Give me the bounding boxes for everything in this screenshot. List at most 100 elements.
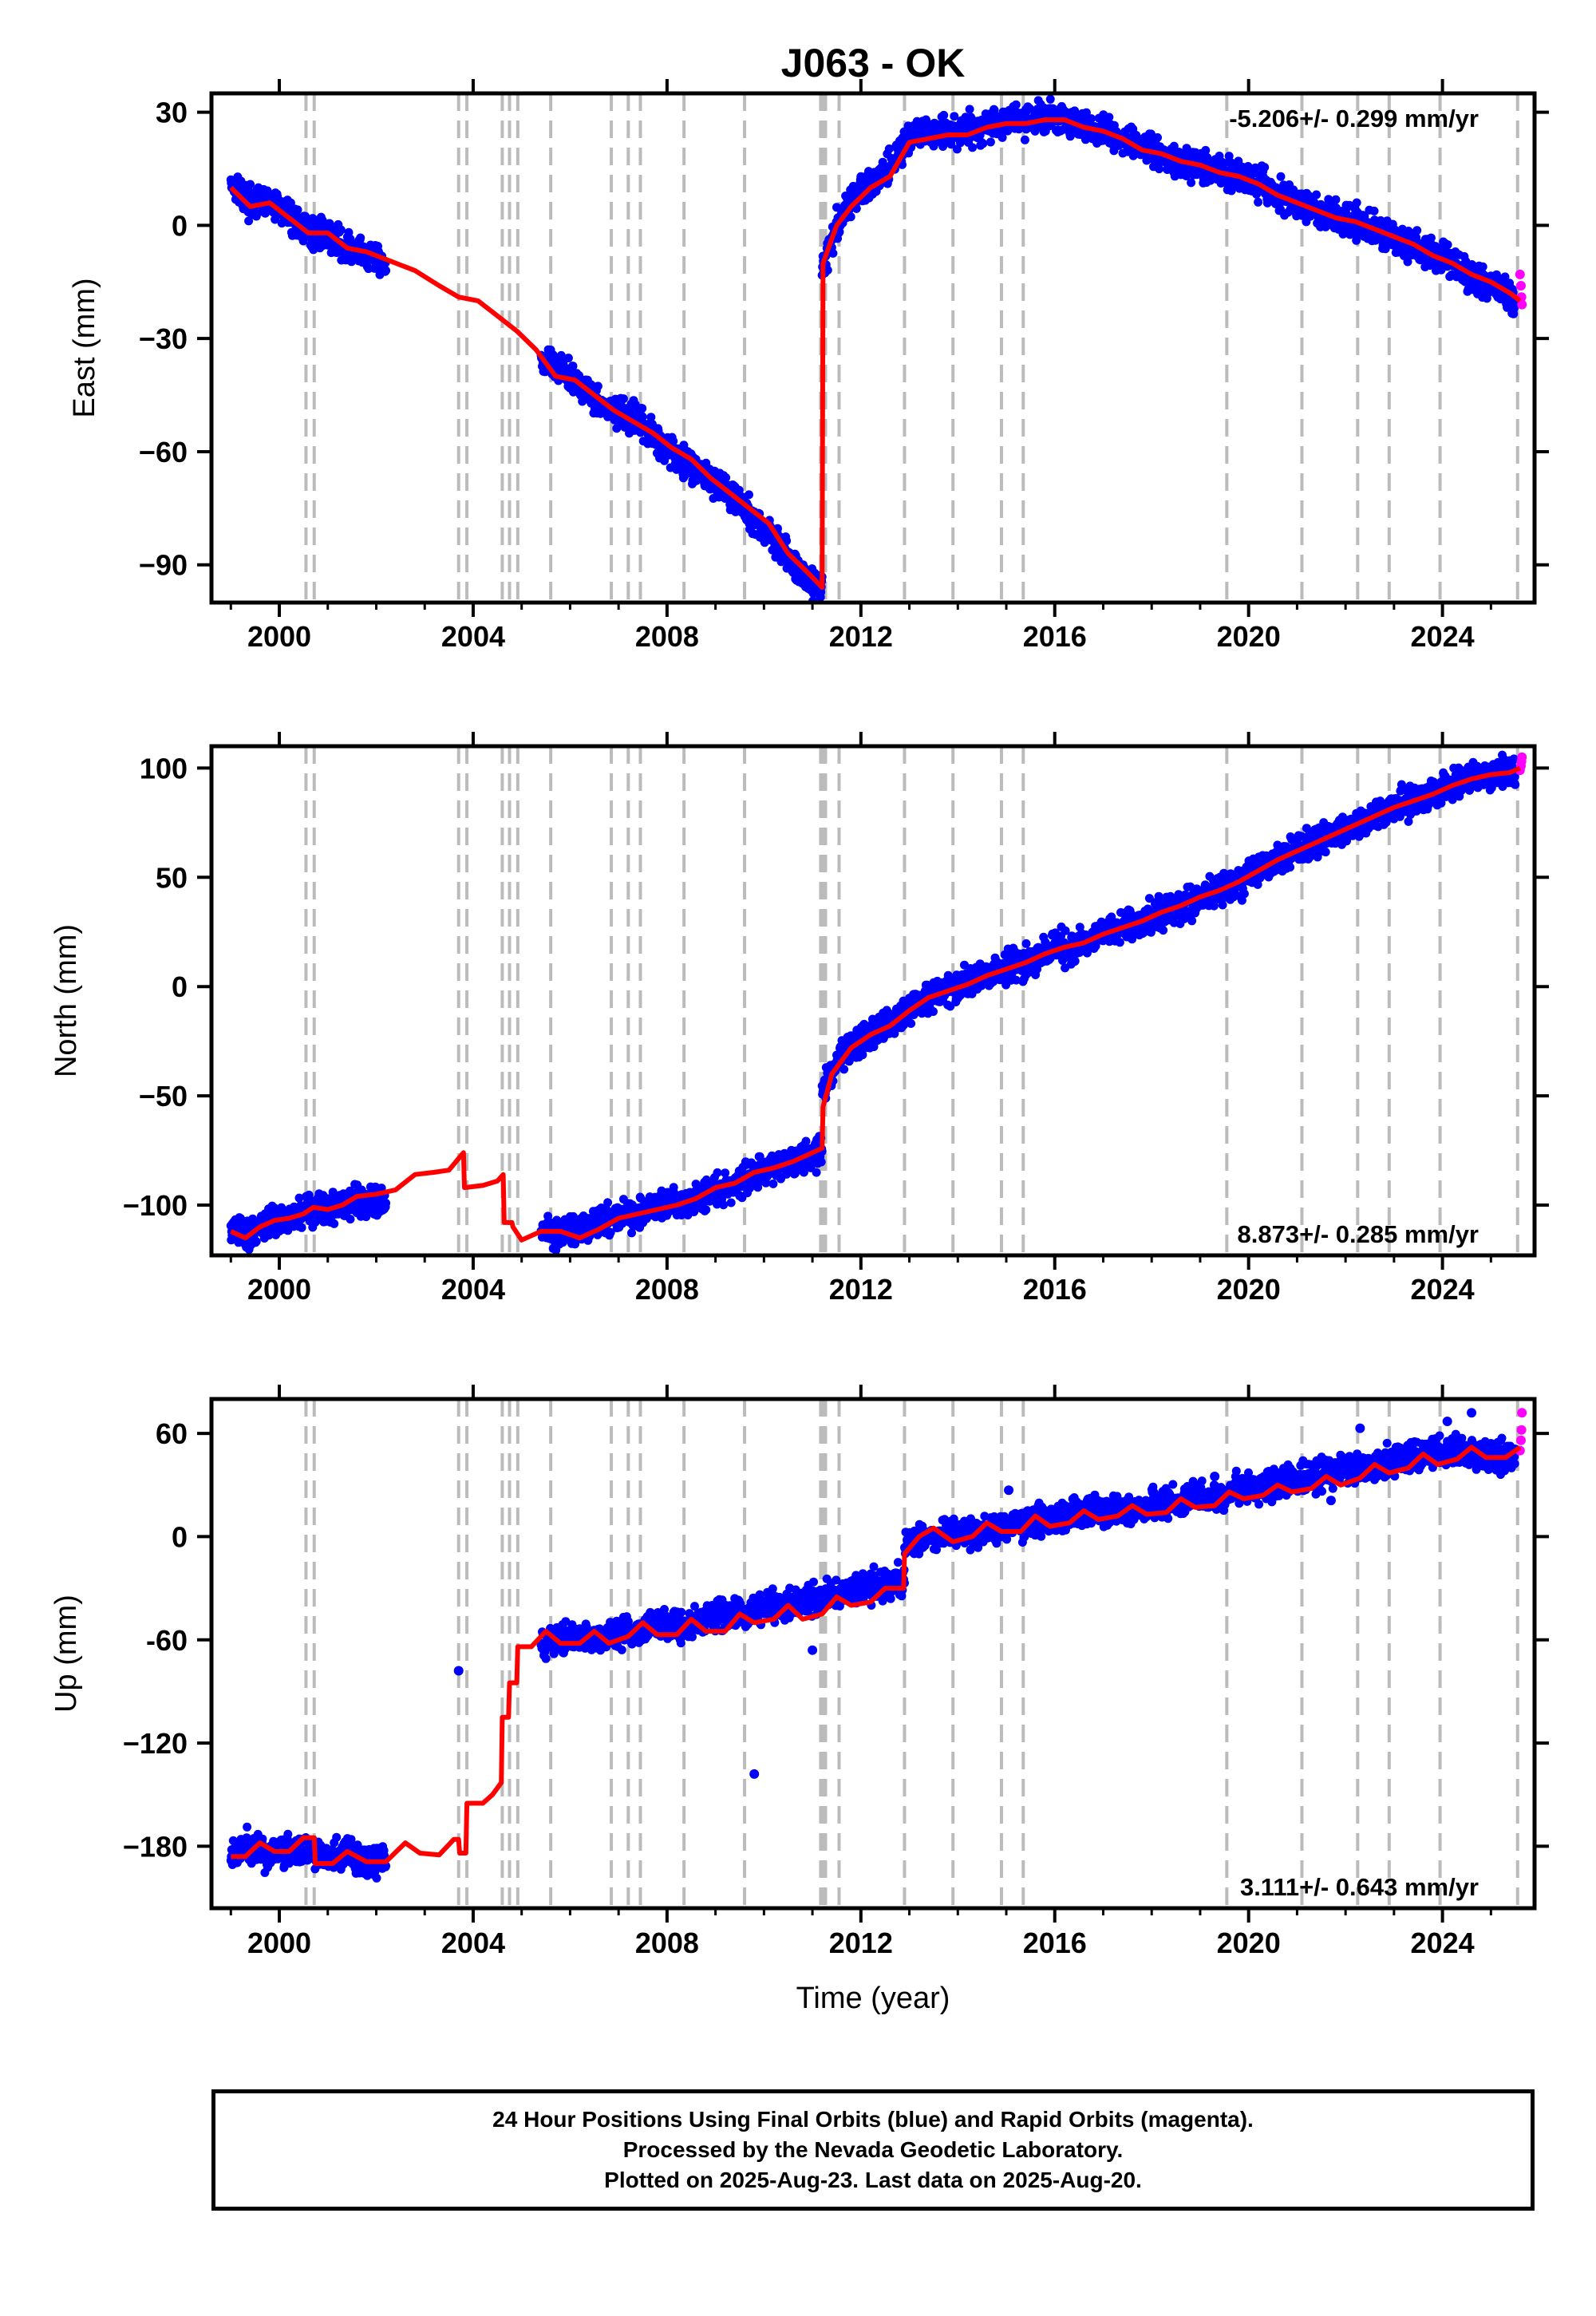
north-final-point	[627, 1228, 636, 1238]
east-final-point	[745, 490, 753, 500]
east-final-point	[1426, 233, 1436, 243]
east-final-point	[563, 354, 573, 363]
east-final-point	[1020, 135, 1029, 144]
east-final-point	[828, 248, 838, 258]
north-final-point	[753, 1183, 763, 1192]
east-final-point	[998, 132, 1007, 142]
east-y-axis-label: East (mm)	[68, 278, 101, 417]
east-final-point	[968, 143, 978, 152]
north-final-point	[328, 1188, 338, 1197]
east-rate-label: -5.206+/- 0.299 mm/yr	[1229, 105, 1479, 132]
east-rapid-orbit-point	[1517, 299, 1527, 310]
east-final-point	[721, 473, 731, 482]
north-final-point	[543, 1211, 553, 1221]
east-final-point	[1153, 132, 1162, 142]
east-final-point	[950, 112, 959, 121]
north-final-point	[839, 1065, 849, 1074]
north-final-point	[755, 1152, 764, 1161]
north-final-point	[1144, 894, 1154, 903]
north-final-point	[721, 1168, 730, 1178]
north-final-point	[713, 1168, 722, 1177]
east-final-point	[846, 212, 855, 222]
east-xtick-label: 2012	[829, 620, 893, 653]
north-final-point	[1146, 927, 1156, 937]
east-final-point	[1443, 240, 1452, 250]
north-final-point	[304, 1190, 314, 1199]
north-final-point	[1187, 916, 1197, 926]
east-rapid-orbit-point	[1515, 269, 1525, 279]
east-final-point	[669, 437, 678, 446]
east-final-point	[1403, 257, 1412, 267]
north-final-point	[346, 1215, 355, 1224]
east-xtick-label: 2024	[1411, 620, 1475, 653]
east-final-point	[782, 536, 792, 546]
east-final-point	[381, 266, 391, 275]
north-final-point	[907, 1019, 916, 1028]
east-final-point	[638, 404, 647, 413]
north-final-point	[606, 1227, 615, 1237]
east-final-point	[1312, 190, 1321, 200]
east-frame	[209, 91, 1537, 605]
east-final-point	[1352, 235, 1361, 245]
north-plot-area	[226, 746, 1527, 1255]
north-final-point	[571, 1239, 580, 1249]
panel-east: 2000 2004 2008 2012 2016 2020 2024300−30−60−90…	[68, 79, 1549, 653]
east-ytick-label: 0	[172, 209, 188, 242]
north-final-point	[1021, 939, 1031, 948]
east-final-point	[1254, 197, 1263, 207]
east-final-point	[1352, 198, 1361, 207]
east-final-point	[1500, 272, 1510, 282]
east-final-point	[638, 412, 647, 421]
east-plot-area	[226, 93, 1527, 603]
east-model-line	[229, 117, 1522, 591]
north-final-point	[701, 1205, 711, 1215]
north-final-point	[1061, 926, 1070, 935]
north-final-point	[768, 1179, 778, 1188]
east-final-point	[336, 225, 346, 235]
east-final-point	[1369, 206, 1379, 215]
east-final-point	[1224, 152, 1234, 161]
east-final-point	[1081, 108, 1091, 117]
north-final-point	[330, 1219, 339, 1228]
north-final-point	[726, 1198, 736, 1207]
east-final-point	[646, 413, 656, 422]
east-final-point	[939, 110, 949, 120]
east-final-point	[978, 139, 988, 148]
north-final-point	[1070, 956, 1080, 966]
east-xtick-label: 2016	[1023, 620, 1087, 653]
east-final-point	[1478, 262, 1487, 271]
east-ytick-label: −60	[139, 436, 188, 468]
north-final-point	[801, 1136, 811, 1146]
east-final-point	[986, 137, 995, 147]
east-final-point	[1169, 141, 1179, 151]
panel-north: 2000 2004 2008 2012 2016 2020 2024100500−50−10…	[49, 732, 1549, 1306]
east-xtick-label: 2008	[635, 620, 699, 653]
east-final-point	[568, 362, 578, 371]
north-final-point	[1115, 938, 1124, 947]
east-xtick-label: 2020	[1217, 620, 1281, 653]
east-final-point	[593, 381, 602, 391]
east-ytick-label: 30	[156, 97, 188, 129]
east-final-point	[356, 233, 365, 243]
north-final-point	[1159, 926, 1168, 935]
north-final-point	[844, 1057, 854, 1066]
north-final-point	[1011, 975, 1021, 985]
east-final-point	[1276, 172, 1286, 181]
east-final-point	[1155, 164, 1164, 174]
east-ytick-label: −90	[139, 549, 188, 582]
east-ytick-label: −30	[139, 322, 188, 355]
east-final-point	[1011, 100, 1021, 109]
north-final-point	[1209, 901, 1219, 911]
panels-group: 2000 2004 2008 2012 2016 2020 2024300−30−60−90…	[49, 79, 1549, 1959]
north-final-point	[669, 1183, 678, 1192]
east-xtick-label: 2000	[247, 620, 311, 653]
east-final-point	[884, 144, 894, 153]
north-final-point	[277, 1203, 286, 1212]
chart-title: J063 - OK	[781, 41, 966, 85]
east-final-point	[1187, 178, 1196, 188]
east-final-point	[1104, 113, 1114, 122]
east-final-point	[618, 394, 628, 404]
east-final-point	[293, 205, 302, 215]
